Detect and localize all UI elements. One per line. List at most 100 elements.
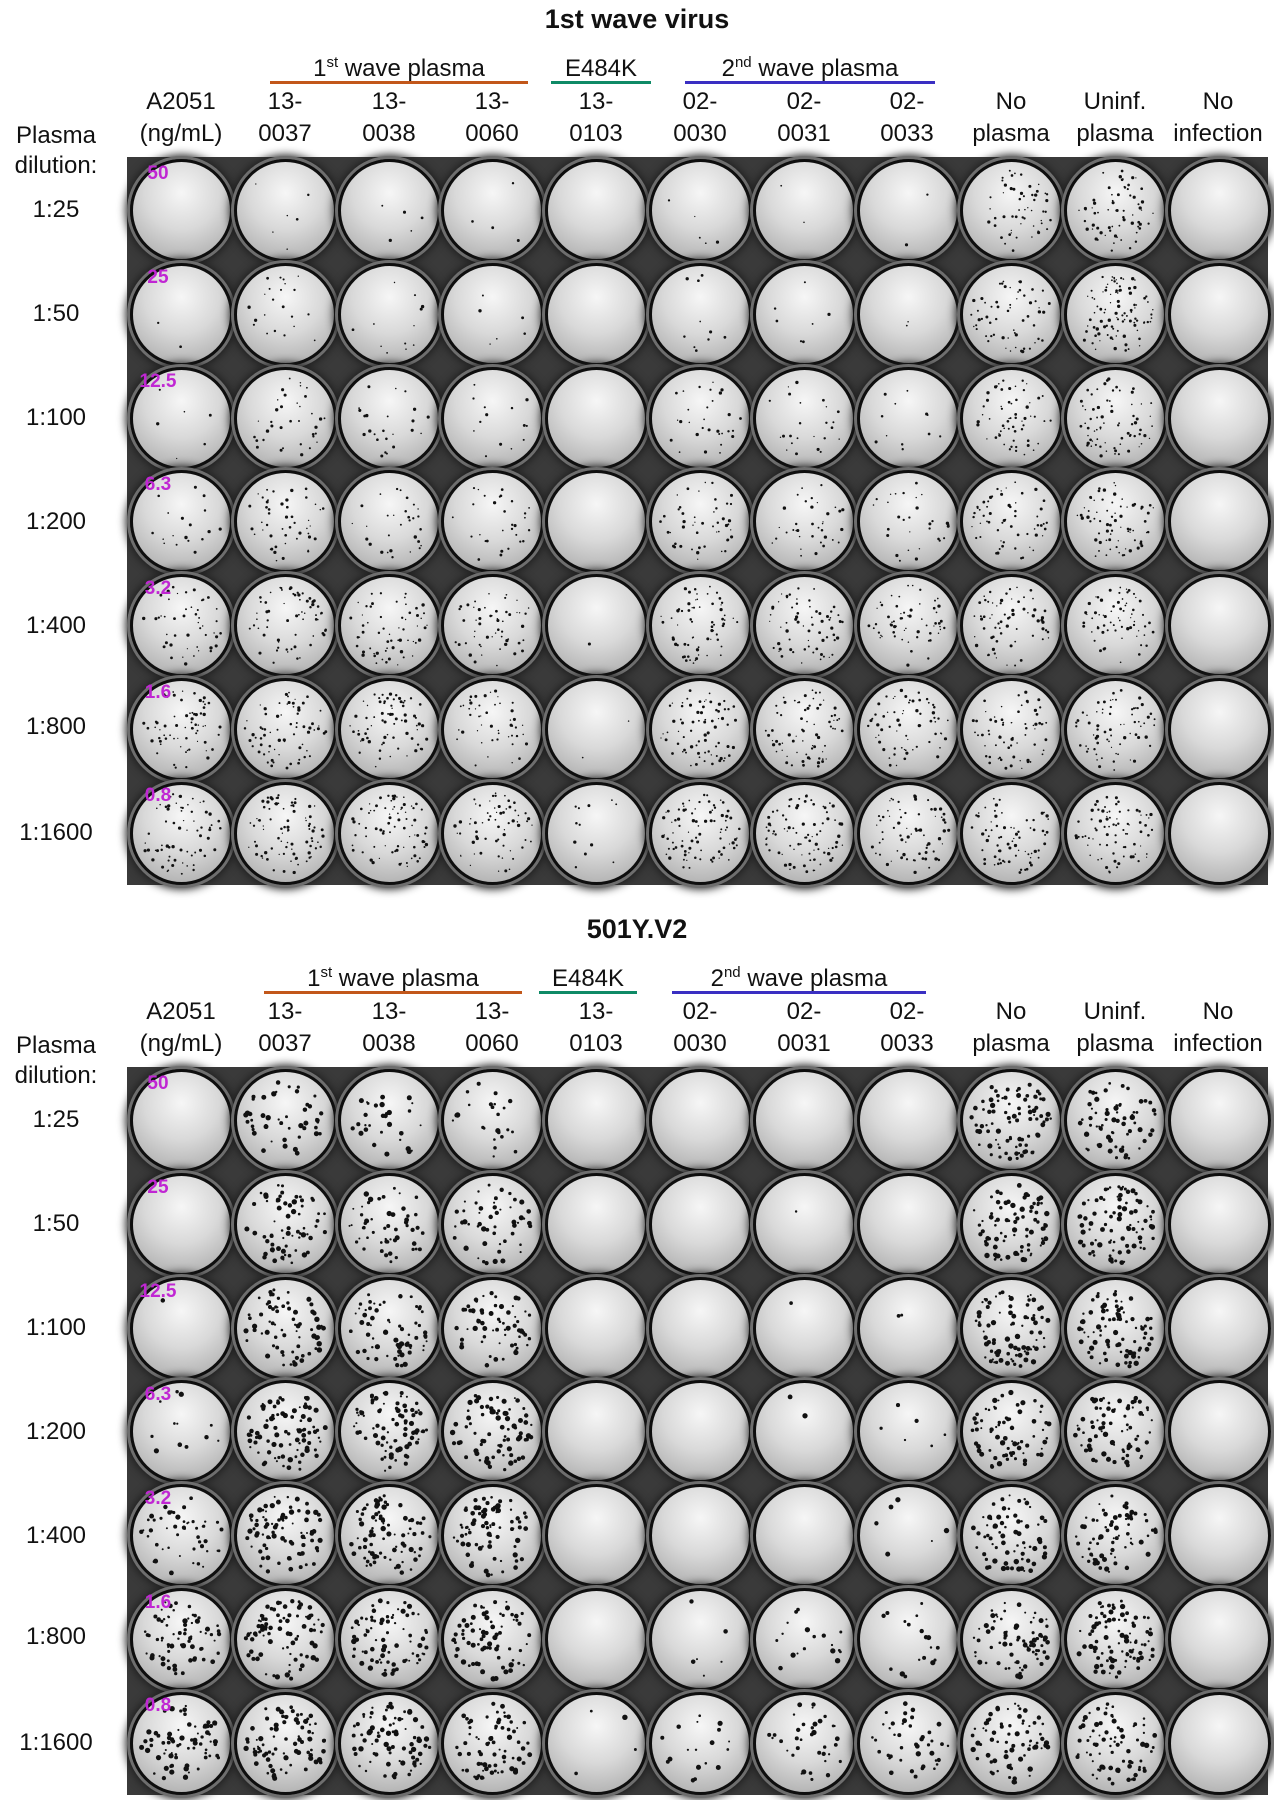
plaque-dots: [452, 1081, 518, 1158]
plaque: [307, 1351, 311, 1356]
plaque: [285, 619, 289, 623]
plaque-dots: [1171, 577, 1268, 674]
plaque: [193, 692, 196, 695]
plaque: [281, 832, 283, 834]
plaque: [1085, 329, 1089, 333]
plaque: [1031, 852, 1033, 854]
plaque: [281, 557, 285, 561]
plaque-dots: [973, 1182, 1050, 1262]
plaque: [982, 1516, 985, 1519]
plaque: [161, 1548, 164, 1551]
plaque: [697, 824, 700, 827]
plaque: [877, 740, 881, 744]
plaque: [1003, 192, 1005, 194]
plaque: [160, 615, 162, 617]
plaque: [300, 1353, 305, 1358]
plaque: [1119, 505, 1122, 508]
plaque: [880, 635, 883, 638]
group-label: 2nd wave plasma: [710, 964, 888, 992]
plaque: [190, 854, 193, 857]
plaque: [1041, 1226, 1046, 1231]
plaque: [1094, 1434, 1099, 1439]
plaque: [489, 1310, 494, 1316]
plaque: [885, 862, 889, 866]
plaque: [1111, 1540, 1115, 1545]
plaque: [398, 1192, 401, 1195]
plaque: [689, 618, 692, 621]
plaque: [795, 530, 797, 532]
plaque: [1105, 286, 1108, 289]
plaque: [693, 516, 696, 519]
plaque: [202, 598, 205, 602]
plaque: [499, 648, 502, 651]
plaque: [384, 661, 388, 664]
plaque: [415, 1225, 420, 1230]
plaque: [1127, 808, 1130, 812]
plaque: [1122, 1205, 1128, 1212]
plaque: [280, 1398, 285, 1402]
plaque: [1119, 619, 1121, 622]
plaque: [382, 735, 387, 739]
plaque: [515, 534, 518, 537]
plaque: [380, 1526, 386, 1532]
plaque: [984, 1355, 987, 1359]
plaque: [1113, 624, 1115, 627]
plaque: [413, 293, 416, 296]
plaque: [192, 1562, 195, 1565]
plaque: [1152, 308, 1154, 311]
plaque: [1017, 1499, 1022, 1504]
plaque: [615, 803, 618, 806]
plaque: [718, 390, 723, 395]
plaque: [468, 1528, 471, 1531]
plaque: [259, 1191, 263, 1195]
plaque: [412, 714, 416, 718]
plaque: [723, 699, 726, 703]
plaque: [194, 851, 197, 854]
plaque: [473, 798, 476, 801]
plaque: [493, 1138, 497, 1141]
plaque: [404, 603, 407, 606]
plaque: [1029, 1229, 1035, 1235]
plaque: [898, 822, 901, 824]
plaque: [797, 701, 801, 704]
plaque: [1010, 1322, 1013, 1326]
plaque: [810, 798, 813, 801]
plaque: [774, 833, 777, 836]
plaque: [499, 702, 502, 705]
plaque: [906, 389, 908, 392]
plaque: [1137, 1199, 1143, 1205]
plaque: [1134, 278, 1136, 281]
plaque: [872, 627, 875, 630]
plate-well: [233, 1380, 337, 1484]
plaque: [981, 733, 985, 737]
plaque: [504, 869, 508, 873]
plaque: [1084, 834, 1087, 837]
plaque: [925, 193, 929, 196]
plaque: [1086, 750, 1089, 753]
plaque: [479, 534, 482, 536]
plaque: [711, 809, 714, 811]
plaque: [914, 557, 918, 561]
plaque: [394, 1447, 400, 1454]
plate-well: [441, 470, 545, 574]
plaque: [385, 1354, 389, 1357]
plaque: [791, 739, 795, 743]
plaque: [276, 638, 280, 642]
plaque: [1044, 1210, 1050, 1217]
group-underline: [551, 81, 651, 84]
plaque: [249, 1429, 254, 1434]
plaque: [978, 812, 980, 814]
plaque: [764, 729, 767, 732]
plaque: [1104, 1110, 1110, 1116]
plaque: [275, 1413, 280, 1417]
plaque: [522, 733, 525, 736]
plaque: [1115, 289, 1119, 292]
plaque: [282, 807, 285, 810]
plaque: [1018, 1112, 1022, 1116]
plate-well: [1064, 159, 1168, 262]
plaque: [1136, 319, 1139, 322]
plaque: [823, 436, 826, 440]
plaque: [701, 705, 705, 709]
plaque: [1122, 610, 1125, 613]
plaque: [283, 334, 286, 337]
